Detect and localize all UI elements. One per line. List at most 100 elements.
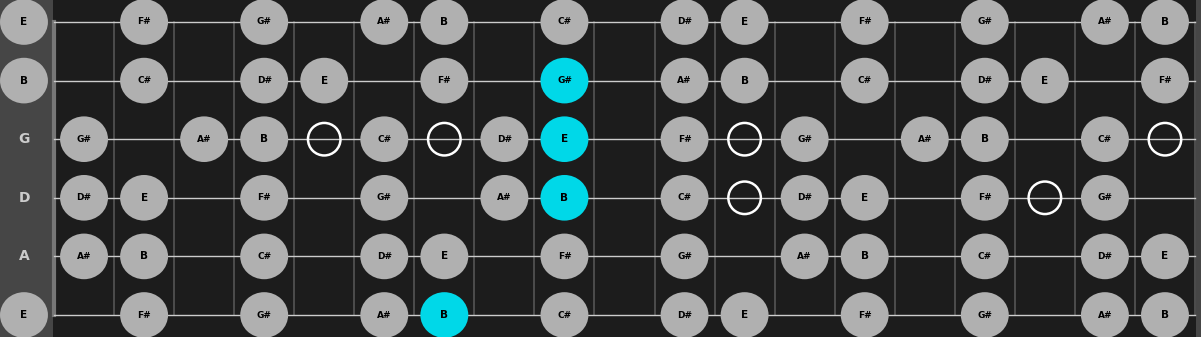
Ellipse shape [540,58,588,103]
Ellipse shape [961,292,1009,337]
Text: E: E [141,193,148,203]
Text: D#: D# [497,135,512,144]
Text: F#: F# [858,18,872,27]
Ellipse shape [420,58,468,103]
Ellipse shape [480,175,528,221]
Ellipse shape [721,292,769,337]
Ellipse shape [961,58,1009,103]
Ellipse shape [841,175,889,221]
Text: B: B [981,134,988,144]
Ellipse shape [781,234,829,279]
Ellipse shape [120,175,168,221]
Ellipse shape [0,0,48,45]
Text: G#: G# [1098,193,1112,202]
Ellipse shape [1081,116,1129,162]
Ellipse shape [781,175,829,221]
Ellipse shape [1141,292,1189,337]
Text: G#: G# [978,310,992,319]
Text: E: E [20,310,28,320]
Ellipse shape [901,116,949,162]
Ellipse shape [120,0,168,45]
Text: D#: D# [377,252,392,261]
Text: E: E [1161,251,1169,262]
Ellipse shape [1141,0,1189,45]
Text: B: B [441,17,448,27]
Ellipse shape [721,0,769,45]
Text: G#: G# [677,252,692,261]
Text: C#: C# [257,252,271,261]
Text: A#: A# [918,135,932,144]
Ellipse shape [420,0,468,45]
Text: B: B [441,310,448,320]
Text: E: E [20,17,28,27]
Text: B: B [741,75,748,86]
Text: F#: F# [677,135,692,144]
Ellipse shape [661,234,709,279]
Text: E: E [741,17,748,27]
Text: E: E [561,134,568,144]
Text: D#: D# [677,310,692,319]
Text: D#: D# [797,193,812,202]
Ellipse shape [841,0,889,45]
Ellipse shape [540,292,588,337]
Text: D#: D# [978,76,992,85]
Ellipse shape [841,292,889,337]
Text: G#: G# [377,193,392,202]
Ellipse shape [60,175,108,221]
Ellipse shape [540,0,588,45]
Ellipse shape [781,116,829,162]
Ellipse shape [420,234,468,279]
Text: F#: F# [1158,76,1172,85]
Ellipse shape [661,116,709,162]
Ellipse shape [240,58,288,103]
Ellipse shape [240,175,288,221]
FancyBboxPatch shape [4,4,1197,333]
Text: C#: C# [677,193,692,202]
Text: D: D [18,191,30,205]
Text: E: E [321,75,328,86]
Ellipse shape [180,116,228,162]
Text: C#: C# [557,310,572,319]
Text: G#: G# [77,135,91,144]
Text: B: B [261,134,268,144]
Text: D#: D# [677,18,692,27]
Text: F#: F# [137,310,151,319]
Ellipse shape [540,116,588,162]
Text: C#: C# [1098,135,1112,144]
Ellipse shape [841,58,889,103]
Ellipse shape [661,292,709,337]
Ellipse shape [721,58,769,103]
Text: A#: A# [1098,310,1112,319]
FancyBboxPatch shape [53,0,1196,337]
Text: F#: F# [858,310,872,319]
Ellipse shape [360,234,408,279]
Text: A: A [19,249,29,264]
Ellipse shape [60,116,108,162]
Ellipse shape [1081,175,1129,221]
Ellipse shape [240,116,288,162]
Text: B: B [861,251,868,262]
Text: A#: A# [197,135,211,144]
Ellipse shape [480,116,528,162]
Text: A#: A# [377,310,392,319]
Text: E: E [1041,75,1048,86]
Text: A#: A# [1098,18,1112,27]
Ellipse shape [0,292,48,337]
Ellipse shape [360,292,408,337]
Ellipse shape [120,292,168,337]
Ellipse shape [961,0,1009,45]
Ellipse shape [661,58,709,103]
Text: F#: F# [437,76,452,85]
Ellipse shape [60,234,108,279]
Ellipse shape [360,116,408,162]
Ellipse shape [1021,58,1069,103]
Text: G: G [18,132,30,146]
Ellipse shape [1081,292,1129,337]
Ellipse shape [360,175,408,221]
Ellipse shape [1141,58,1189,103]
Ellipse shape [1081,0,1129,45]
Ellipse shape [420,292,468,337]
Ellipse shape [120,58,168,103]
Text: B: B [1161,17,1169,27]
Text: G#: G# [257,310,271,319]
